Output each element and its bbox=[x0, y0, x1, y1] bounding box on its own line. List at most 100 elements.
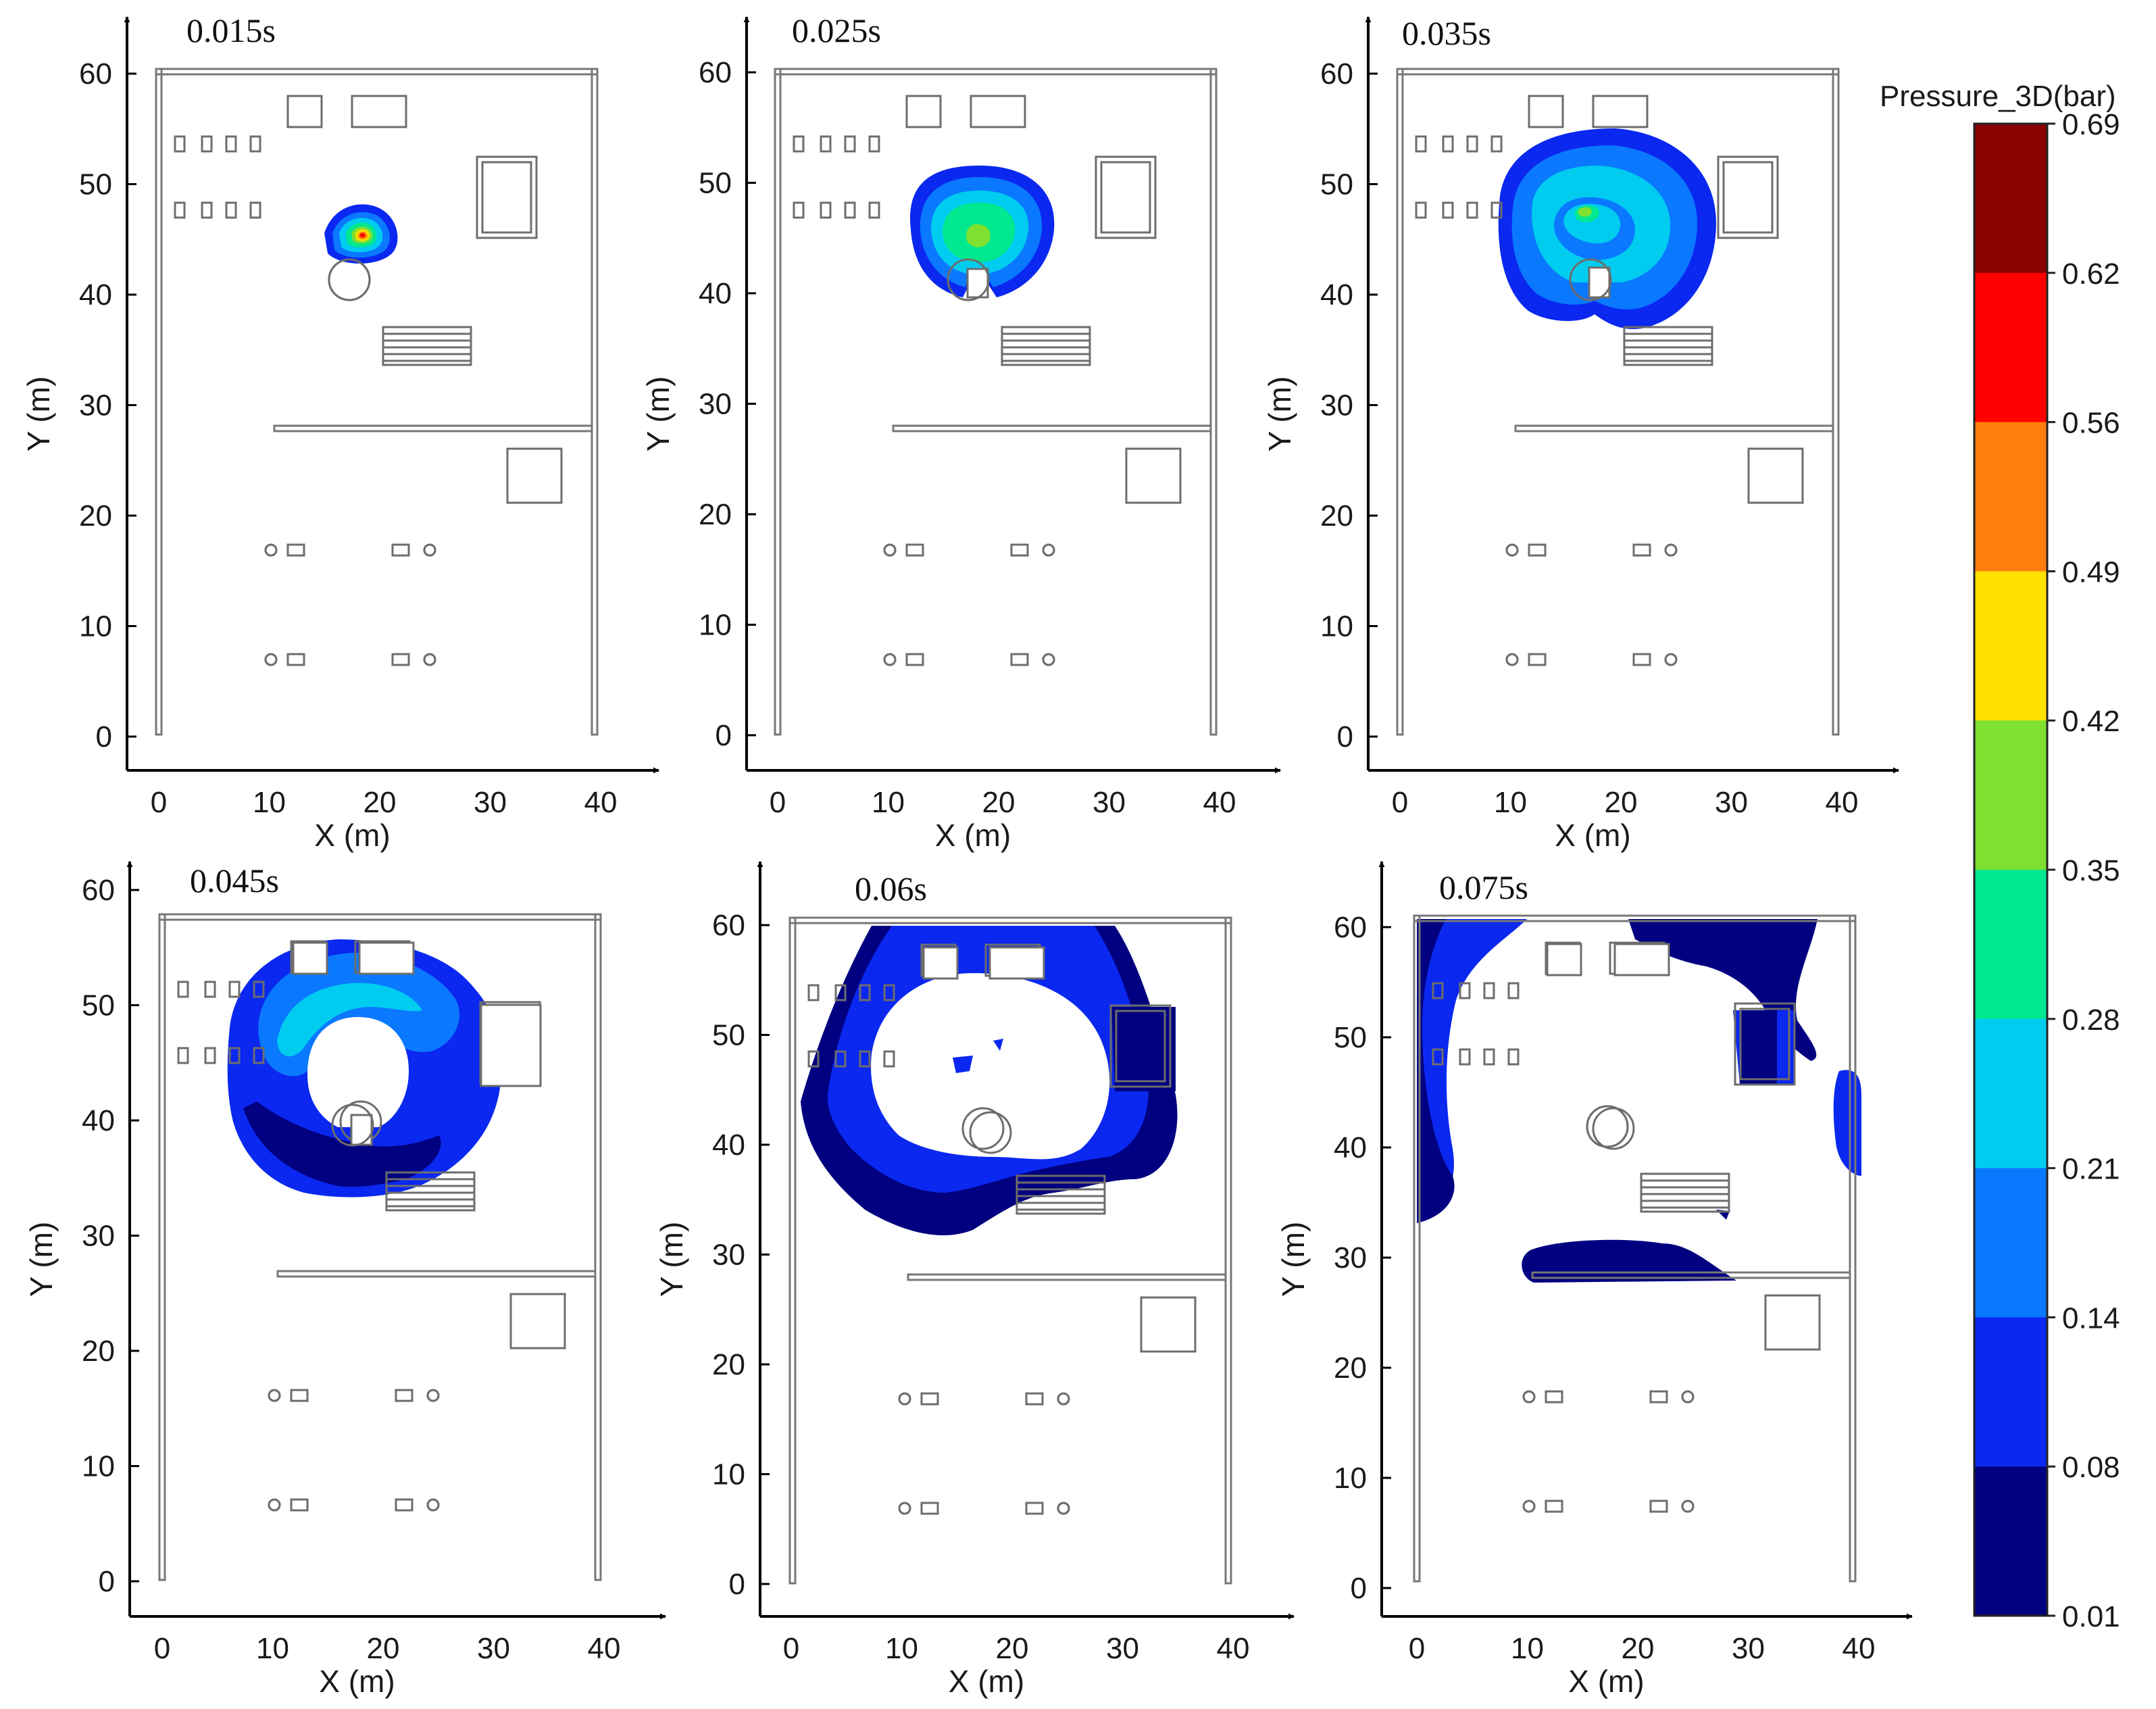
x-tick-label: 10 bbox=[253, 786, 286, 819]
x-tick-label: 40 bbox=[588, 1632, 621, 1665]
x-tick-label: 20 bbox=[996, 1632, 1029, 1665]
y-tick-label: 20 bbox=[699, 498, 732, 531]
y-axis-label: Y (m) bbox=[21, 376, 56, 452]
colorbar-tick-label: 0.14 bbox=[2062, 1302, 2120, 1335]
y-tick-label: 0 bbox=[99, 1565, 115, 1598]
y-tick-label: 10 bbox=[79, 610, 112, 643]
y-tick-label: 50 bbox=[712, 1019, 745, 1052]
axes-panel-5: 0 10 20 30 40 0 10 20 30 40 50 60 X (m) Y (m) bbox=[654, 861, 1295, 1699]
x-tick-label: 40 bbox=[1217, 1632, 1250, 1665]
y-tick-label: 40 bbox=[79, 278, 112, 312]
y-tick-label: 60 bbox=[1334, 911, 1367, 944]
y-tick-label: 20 bbox=[82, 1335, 115, 1368]
x-tick-label: 30 bbox=[474, 786, 507, 819]
axes-panel-4: 0 10 20 30 40 0 10 20 30 40 50 60 X (m) Y (m) bbox=[24, 861, 666, 1699]
colorbar-swatch bbox=[1974, 124, 2047, 274]
pressure-contour-1 bbox=[324, 204, 398, 264]
y-tick-label: 30 bbox=[1320, 389, 1353, 422]
pressure-contour-4 bbox=[227, 939, 503, 1197]
y-tick-label: 0 bbox=[1337, 720, 1353, 753]
y-axis-label: Y (m) bbox=[24, 1222, 59, 1297]
x-tick-label: 10 bbox=[1511, 1632, 1544, 1665]
y-tick-label: 60 bbox=[712, 909, 745, 942]
y-tick-label: 20 bbox=[1334, 1352, 1367, 1385]
x-tick-label: 40 bbox=[1826, 786, 1859, 819]
colorbar-tick-label: 0.28 bbox=[2062, 1004, 2120, 1037]
colorbar-ticks: 0.69 0.62 0.56 0.49 0.42 0.35 0.28 0.21 0.14 0.08… bbox=[2047, 108, 2120, 1633]
colorbar-tick-label: 0.01 bbox=[2062, 1600, 2120, 1633]
x-tick-label: 40 bbox=[1842, 1632, 1876, 1665]
equipment-blocks bbox=[292, 941, 1670, 1087]
y-axis-label: Y (m) bbox=[641, 376, 676, 452]
y-axis-label: Y (m) bbox=[1276, 1222, 1311, 1297]
y-tick-label: 10 bbox=[82, 1450, 115, 1483]
x-tick-label: 30 bbox=[1106, 1632, 1139, 1665]
y-tick-label: 50 bbox=[699, 167, 732, 200]
x-tick-label: 10 bbox=[885, 1632, 918, 1665]
x-axis-label: X (m) bbox=[314, 818, 390, 853]
colorbar-swatch bbox=[1974, 870, 2047, 1020]
axes-panel-1: 0 10 20 30 40 0 10 20 30 40 50 60 X (m) Y (m) bbox=[21, 16, 659, 853]
colorbar-tick-label: 0.35 bbox=[2062, 854, 2120, 887]
y-tick-label: 20 bbox=[1320, 499, 1353, 532]
y-tick-label: 0 bbox=[729, 1568, 745, 1601]
pressure-contour-2 bbox=[909, 166, 1055, 299]
colorbar-tick-label: 0.69 bbox=[2062, 108, 2120, 141]
y-tick-label: 40 bbox=[699, 277, 732, 310]
axes-panel-2: 0 10 20 30 40 0 10 20 30 40 50 60 X (m) Y (m) bbox=[641, 16, 1281, 853]
axes-panel-6: 0 10 20 30 40 0 10 20 30 40 50 60 X (m) Y (m) bbox=[1276, 861, 1913, 1699]
colorbar-swatch bbox=[1974, 1466, 2047, 1616]
colorbar-swatch bbox=[1974, 1317, 2047, 1468]
y-tick-label: 10 bbox=[1334, 1462, 1367, 1495]
x-tick-label: 10 bbox=[1494, 786, 1527, 819]
x-tick-label: 20 bbox=[1622, 1632, 1655, 1665]
colorbar-tick-label: 0.42 bbox=[2062, 705, 2120, 738]
y-axis-label: Y (m) bbox=[654, 1222, 689, 1297]
x-tick-label: 0 bbox=[770, 786, 786, 819]
y-tick-label: 30 bbox=[1334, 1241, 1367, 1274]
y-tick-label: 20 bbox=[79, 499, 112, 532]
y-tick-label: 30 bbox=[82, 1220, 115, 1253]
y-tick-label: 60 bbox=[1320, 57, 1353, 91]
colorbar-swatches bbox=[1974, 124, 2047, 1616]
x-tick-label: 0 bbox=[151, 786, 167, 819]
y-axis-label: Y (m) bbox=[1262, 376, 1297, 452]
x-tick-label: 30 bbox=[1732, 1632, 1765, 1665]
panel-1-content bbox=[324, 204, 398, 264]
colorbar-tick-label: 0.08 bbox=[2062, 1451, 2120, 1484]
colorbar-swatch bbox=[1974, 720, 2047, 870]
x-axis-label: X (m) bbox=[935, 818, 1011, 853]
x-axis-label: X (m) bbox=[1555, 818, 1630, 853]
x-tick-label: 20 bbox=[1605, 786, 1638, 819]
pressure-contour-5 bbox=[801, 926, 1178, 1236]
colorbar-swatch bbox=[1974, 422, 2047, 572]
y-tick-label: 10 bbox=[1320, 610, 1353, 643]
y-tick-label: 50 bbox=[79, 168, 112, 201]
x-tick-label: 30 bbox=[1093, 786, 1126, 819]
colorbar-tick-label: 0.21 bbox=[2062, 1153, 2120, 1186]
y-tick-label: 10 bbox=[699, 609, 732, 642]
x-axis-label: X (m) bbox=[949, 1664, 1024, 1699]
y-tick-label: 50 bbox=[82, 989, 115, 1022]
colorbar-swatch bbox=[1974, 1018, 2047, 1169]
y-tick-label: 20 bbox=[712, 1348, 745, 1381]
panel-title-1: 0.015s bbox=[186, 11, 276, 49]
x-tick-label: 20 bbox=[982, 786, 1016, 819]
y-tick-label: 30 bbox=[712, 1239, 745, 1272]
x-tick-label: 0 bbox=[1409, 1632, 1425, 1665]
y-tick-label: 50 bbox=[1334, 1021, 1367, 1054]
panel-title-6: 0.075s bbox=[1439, 868, 1528, 906]
panel-title-5: 0.06s bbox=[855, 870, 927, 908]
x-tick-label: 30 bbox=[1715, 786, 1748, 819]
y-tick-label: 40 bbox=[1320, 278, 1353, 312]
x-tick-label: 40 bbox=[584, 786, 618, 819]
x-axis-label: X (m) bbox=[319, 1664, 395, 1699]
x-tick-label: 0 bbox=[1392, 786, 1408, 819]
colorbar: Pressure_3D(bar) 0.69 0.62 0.56 0.49 0.42 0.3… bbox=[1880, 80, 2120, 1633]
x-tick-label: 10 bbox=[256, 1632, 289, 1665]
y-tick-label: 60 bbox=[82, 874, 115, 907]
colorbar-tick-label: 0.56 bbox=[2062, 407, 2120, 440]
y-tick-label: 30 bbox=[79, 389, 112, 422]
colorbar-swatch bbox=[1974, 272, 2047, 423]
